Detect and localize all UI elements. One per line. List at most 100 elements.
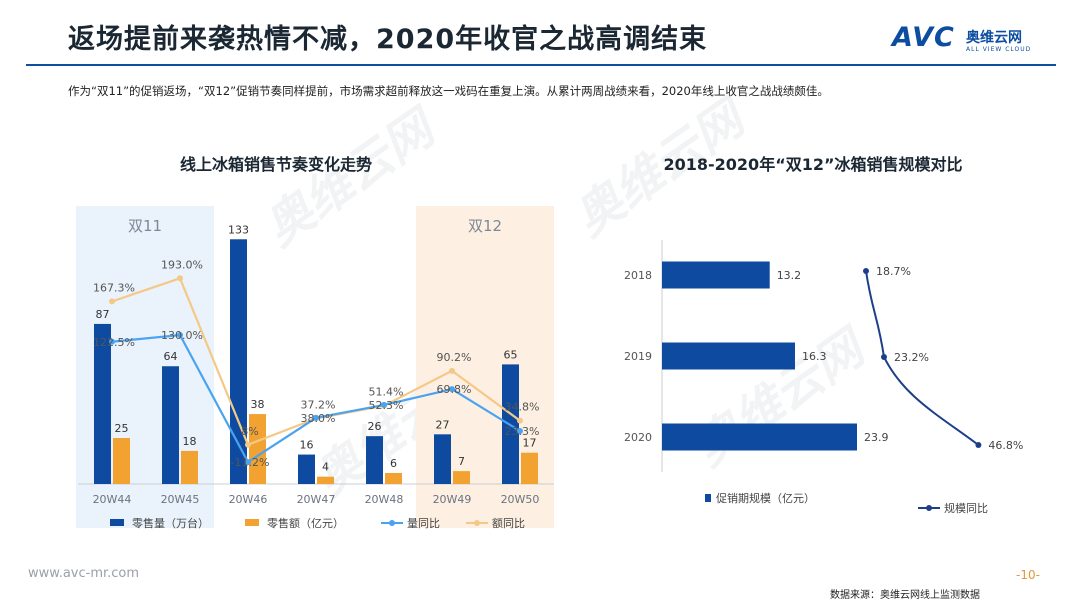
bar-scale <box>662 423 857 451</box>
bar-amount <box>181 450 198 484</box>
amount-yoy-label: 34.8% <box>505 401 540 414</box>
legend-label: 规模同比 <box>944 501 988 515</box>
y-tick-label: 2019 <box>624 350 652 363</box>
footer-url: www.avc-mr.com <box>28 566 140 581</box>
legend-swatch <box>705 494 711 502</box>
x-tick-label: 20W47 <box>297 493 336 506</box>
brand-logo: AVC 奥维云网 ALL VIEW CLOUD <box>892 22 1062 58</box>
bar-volume <box>366 436 383 484</box>
bar-amount <box>249 414 266 484</box>
logo-cn: 奥维云网 <box>966 30 1022 46</box>
bar-volume <box>298 454 315 484</box>
bar-volume-label: 64 <box>164 350 178 363</box>
volume-yoy-point <box>517 428 523 435</box>
volume-yoy-point <box>449 386 455 393</box>
x-tick-label: 20W50 <box>501 493 540 506</box>
x-tick-label: 20W49 <box>433 493 472 506</box>
bar-volume <box>162 366 179 484</box>
amount-yoy-label: 51.4% <box>369 386 404 399</box>
bar-amount <box>317 476 334 484</box>
chart-title: 2018-2020年“双12”冰箱销售规模对比 <box>663 155 962 174</box>
legend-label: 零售量（万台） <box>132 516 209 530</box>
legend-label: 促销期规模（亿元） <box>716 491 815 505</box>
x-tick-label: 20W44 <box>93 493 132 506</box>
volume-yoy-label: 69.8% <box>437 383 472 396</box>
bar-volume <box>94 323 111 484</box>
bar-volume-label: 65 <box>504 348 518 361</box>
bar-amount-label: 7 <box>458 455 465 468</box>
bar-scale-label: 23.9 <box>864 431 889 444</box>
scale-yoy-label: 23.2% <box>894 351 929 364</box>
scale-yoy-point <box>863 268 869 274</box>
bar-scale-label: 16.3 <box>802 350 827 363</box>
page-number: -10- <box>1016 568 1040 582</box>
amount-yoy-label: 90.2% <box>437 351 472 364</box>
x-tick-label: 20W48 <box>365 493 404 506</box>
amount-yoy-point <box>109 298 115 305</box>
legend-marker <box>474 520 480 526</box>
bar-amount-label: 38 <box>251 398 265 411</box>
bar-scale <box>662 261 770 289</box>
bar-scale-label: 13.2 <box>777 269 802 282</box>
scale-yoy-point <box>881 354 887 360</box>
y-tick-label: 2018 <box>624 269 652 282</box>
data-source: 数据来源：奥维云网线上监测数据 <box>830 590 980 601</box>
bar-volume <box>230 239 247 484</box>
header-divider <box>26 64 1056 66</box>
bar-amount-label: 25 <box>115 422 129 435</box>
volume-yoy-label: 52.3% <box>369 399 404 412</box>
volume-yoy-label: 130.0% <box>161 329 203 342</box>
bar-volume-label: 26 <box>368 420 382 433</box>
band-label: 双11 <box>128 217 162 235</box>
amount-yoy-point <box>177 275 183 282</box>
volume-yoy-label: 122.5% <box>93 336 135 349</box>
volume-yoy-point <box>177 332 183 338</box>
legend-label: 量同比 <box>407 517 440 530</box>
bar-amount <box>453 471 470 484</box>
scale-yoy-point <box>975 442 982 448</box>
amount-yoy-label: 193.0% <box>161 258 203 271</box>
band-label: 双12 <box>468 217 502 235</box>
volume-yoy-point <box>109 338 115 345</box>
volume-yoy-point <box>245 459 251 466</box>
bar-volume-label: 27 <box>436 418 450 431</box>
bar-volume-label: 87 <box>96 308 110 321</box>
x-tick-label: 20W46 <box>229 493 268 506</box>
legend-marker <box>389 520 395 526</box>
amount-yoy-label: 167.3% <box>93 281 135 294</box>
volume-yoy-label: -11.2% <box>231 456 270 469</box>
volume-yoy-label: 23.3% <box>505 425 540 438</box>
amount-yoy-point <box>517 417 523 424</box>
x-tick-label: 20W45 <box>161 493 200 506</box>
bar-volume-label: 133 <box>228 223 249 236</box>
chart-title: 线上冰箱销售节奏变化走势 <box>180 155 372 174</box>
volume-yoy-point <box>381 401 387 408</box>
bar-volume <box>434 434 451 484</box>
scale-yoy-label: 46.8% <box>988 439 1023 452</box>
scale-yoy-label: 18.7% <box>876 265 911 278</box>
page-subtitle: 作为“双11”的促销返场，“双12”促销节奏同样提前，市场需求超前释放这一戏码在… <box>68 84 829 98</box>
bar-amount <box>113 438 130 484</box>
bar-amount-label: 4 <box>322 461 329 474</box>
bar-volume-label: 16 <box>300 439 314 452</box>
bar-amount-label: 6 <box>390 457 397 470</box>
legend-label: 零售额（亿元） <box>267 516 344 530</box>
logo-text: AVC <box>892 22 955 53</box>
page-title: 返场提前来袭热情不减，2020年收官之战高调结束 <box>68 24 708 55</box>
y-tick-label: 2020 <box>624 431 652 444</box>
amount-yoy-label: 8% <box>241 425 258 438</box>
bar-amount <box>521 452 538 484</box>
bar-amount-label: 18 <box>183 435 197 448</box>
bar-amount-label: 17 <box>523 437 537 450</box>
legend-label: 额同比 <box>492 517 525 530</box>
legend-swatch <box>110 519 124 526</box>
legend-marker <box>926 505 932 511</box>
legend-swatch <box>245 519 259 526</box>
logo-en: ALL VIEW CLOUD <box>966 46 1032 53</box>
amount-yoy-label: 37.2% <box>301 399 336 412</box>
volume-yoy-label: 38.0% <box>301 412 336 425</box>
bar-amount <box>385 472 402 484</box>
amount-yoy-point <box>245 441 251 448</box>
